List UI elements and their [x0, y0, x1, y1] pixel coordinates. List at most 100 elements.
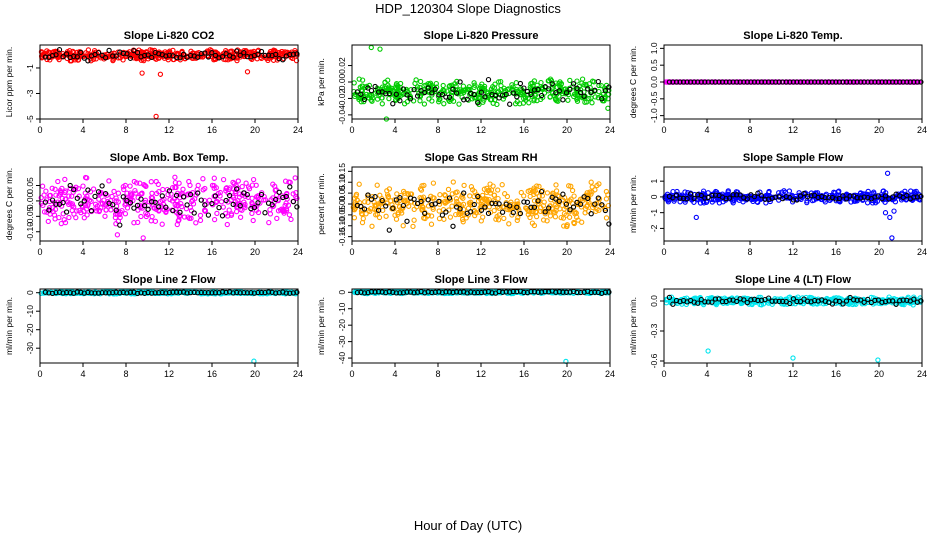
data-point — [243, 180, 249, 186]
data-point-black — [110, 289, 116, 296]
data-point-black — [191, 289, 197, 296]
data-point-black — [794, 197, 800, 203]
data-point — [121, 186, 127, 193]
data-point — [578, 204, 585, 210]
data-point-black — [219, 54, 226, 60]
data-point-black — [840, 79, 846, 85]
data-point — [564, 222, 570, 228]
data-point-black — [904, 192, 910, 199]
data-points — [662, 170, 924, 241]
data-point-black — [386, 227, 392, 233]
data-point — [445, 186, 452, 193]
data-point — [235, 197, 241, 204]
data-point-black — [719, 79, 726, 85]
data-point — [910, 302, 916, 308]
data-point-black — [744, 299, 750, 306]
data-point-black — [372, 289, 378, 295]
data-point — [366, 82, 373, 89]
data-point-black — [592, 201, 598, 207]
data-point-black — [808, 79, 814, 85]
data-point — [449, 203, 455, 209]
data-point — [502, 191, 508, 197]
outlier-point — [157, 71, 164, 77]
data-point — [510, 84, 516, 90]
x-tick-label: 4 — [80, 369, 85, 379]
data-point — [472, 212, 478, 219]
x-tick-label: 8 — [435, 125, 440, 135]
data-point-black — [170, 207, 176, 214]
data-point — [274, 215, 280, 222]
data-point-black — [517, 210, 524, 217]
data-point — [393, 216, 400, 222]
data-point-black — [889, 194, 896, 200]
data-point-black — [198, 197, 204, 203]
data-point-black — [492, 200, 499, 207]
data-point-black — [702, 79, 708, 85]
data-point-black — [209, 50, 215, 56]
data-point — [420, 194, 427, 200]
data-point — [379, 101, 385, 107]
data-point — [484, 185, 490, 191]
data-point — [419, 183, 425, 189]
data-point — [584, 190, 590, 196]
data-point-black — [514, 204, 520, 210]
data-point-black — [383, 203, 389, 209]
data-point — [376, 214, 383, 221]
data-point-black — [726, 195, 733, 201]
data-point-black — [234, 289, 240, 296]
data-point-black — [695, 300, 701, 306]
data-point-black — [219, 213, 226, 219]
data-point-black — [670, 301, 676, 307]
data-point-black — [42, 289, 49, 295]
data-point-black — [414, 93, 421, 99]
data-point — [250, 176, 257, 183]
data-point-black — [503, 289, 509, 295]
data-point — [102, 213, 108, 219]
y-tick-label: -0.10 — [25, 222, 35, 242]
data-point — [135, 219, 141, 226]
data-point-black — [535, 86, 541, 93]
data-point-black — [521, 85, 527, 91]
data-point-black — [726, 79, 733, 85]
data-point — [46, 192, 53, 199]
data-point — [514, 217, 520, 224]
data-point — [865, 188, 871, 195]
data-point-black — [166, 52, 173, 58]
data-point-black — [429, 289, 435, 296]
data-point — [233, 208, 240, 215]
data-point-black — [439, 91, 446, 98]
data-point-black — [482, 289, 488, 295]
y-tick-label: -1.0 — [649, 108, 659, 123]
data-point-black — [599, 202, 605, 208]
data-point-black — [439, 212, 446, 218]
data-point — [460, 201, 467, 207]
data-point-black — [478, 289, 485, 296]
outlier-point — [605, 105, 611, 111]
data-point-black — [528, 91, 534, 98]
data-point — [568, 183, 574, 189]
data-points — [38, 288, 300, 364]
y-tick-label: -0.15 — [337, 227, 347, 247]
data-point-black — [269, 202, 275, 208]
data-point-black — [418, 198, 424, 205]
data-point-black — [49, 197, 56, 203]
data-point — [522, 95, 529, 101]
data-point — [478, 218, 484, 224]
data-point-black — [443, 209, 449, 215]
data-point-black — [429, 201, 435, 208]
data-point-black — [42, 54, 49, 60]
y-axis-label: ml/min per min. — [316, 297, 326, 355]
data-point — [553, 98, 560, 104]
x-tick-label: 24 — [605, 369, 615, 379]
data-point — [534, 97, 540, 104]
data-point — [460, 219, 466, 225]
data-point — [465, 86, 472, 93]
data-point-black — [170, 289, 176, 295]
panel-title: Slope Amb. Box Temp. — [110, 152, 229, 164]
x-axis-label: Hour of Day (UTC) — [413, 518, 523, 533]
data-point-black — [113, 289, 119, 295]
data-point-black — [386, 90, 392, 97]
data-point-black — [872, 297, 878, 304]
data-point — [362, 199, 368, 205]
data-point-black — [875, 297, 882, 303]
